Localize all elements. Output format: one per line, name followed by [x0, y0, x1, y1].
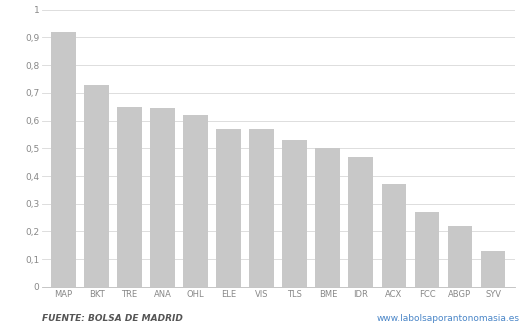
Bar: [415, 212, 439, 287]
Bar: [150, 108, 175, 287]
Text: www.labolsaporantonomasia.es: www.labolsaporantonomasia.es: [377, 314, 520, 323]
Bar: [480, 251, 506, 287]
Bar: [316, 148, 340, 287]
Bar: [249, 129, 274, 287]
Bar: [448, 226, 472, 287]
Bar: [117, 107, 142, 287]
Bar: [51, 32, 76, 287]
Bar: [349, 157, 373, 287]
Bar: [382, 185, 406, 287]
Bar: [183, 115, 208, 287]
Bar: [282, 140, 307, 287]
Text: FUENTE: BOLSA DE MADRID: FUENTE: BOLSA DE MADRID: [42, 314, 183, 323]
Bar: [84, 85, 109, 287]
Bar: [216, 129, 241, 287]
